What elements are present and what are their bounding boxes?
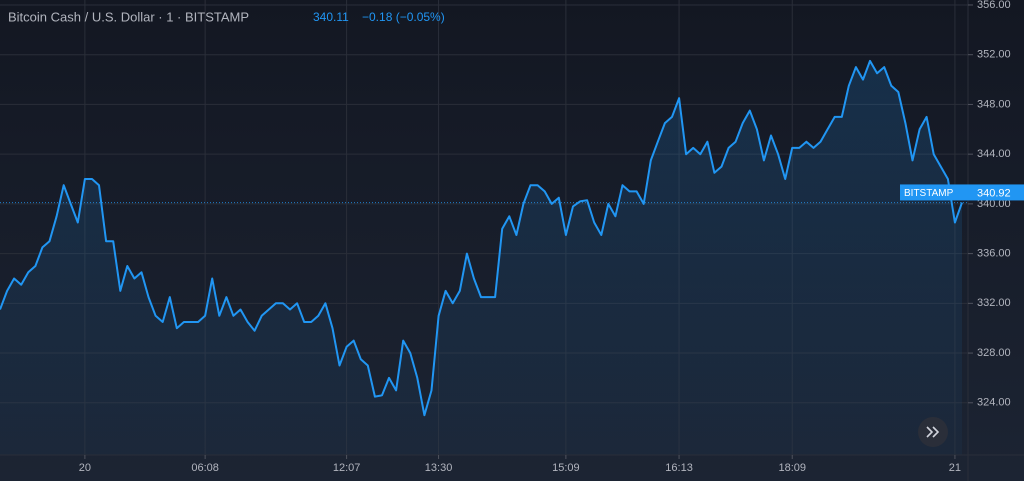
price-change: −0.18 (−0.05%) xyxy=(362,10,445,24)
price-line xyxy=(0,59,963,417)
y-tick-label: 348.00 xyxy=(977,98,1011,110)
plot xyxy=(0,59,968,456)
last-price: 340.11 xyxy=(313,10,349,24)
x-tick-label: 15:09 xyxy=(552,462,580,474)
scroll-icon xyxy=(926,426,940,438)
y-tick-label: 328.00 xyxy=(977,347,1011,359)
x-tick-label: 13:30 xyxy=(425,462,453,474)
x-tick-label: 06:08 xyxy=(191,462,219,474)
x-tick-label: 18:09 xyxy=(778,462,806,474)
x-tick-label: 16:13 xyxy=(665,462,693,474)
price-label-value-bg xyxy=(968,184,1024,201)
price-label-bg xyxy=(900,184,968,201)
y-tick-label: 356.00 xyxy=(977,0,1011,11)
symbol-title: Bitcoin Cash / U.S. Dollar · 1 · BITSTAM… xyxy=(8,9,249,24)
area xyxy=(0,60,962,456)
x-tick-label: 21 xyxy=(949,462,961,474)
x-tick-label: 12:07 xyxy=(333,462,361,474)
x-tick-label: 20 xyxy=(79,462,91,474)
y-tick-label: 352.00 xyxy=(977,49,1011,61)
y-tick-label: 340.00 xyxy=(977,198,1011,210)
axes: 324.00 328.00 332.00 336.00 340.00 344.00 348.… xyxy=(79,0,1024,474)
price-label-value: 340.92 xyxy=(977,187,1011,199)
y-tick-label: 324.00 xyxy=(977,397,1011,409)
scroll-button[interactable] xyxy=(918,417,948,447)
y-tick-label: 336.00 xyxy=(977,248,1011,260)
y-tick-label: 344.00 xyxy=(977,148,1011,160)
price-label-exchange: BITSTAMP xyxy=(904,188,954,199)
y-tick-label: 332.00 xyxy=(977,297,1011,309)
